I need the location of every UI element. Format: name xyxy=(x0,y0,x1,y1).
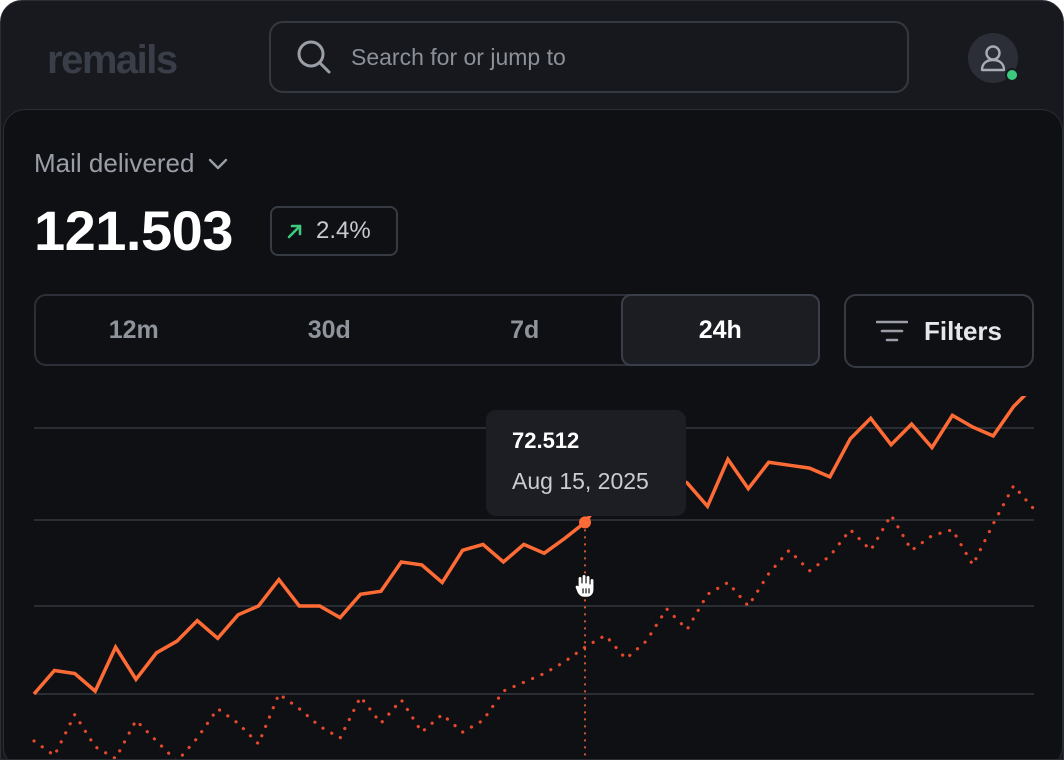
search-icon xyxy=(297,40,331,74)
filter-icon xyxy=(875,320,908,342)
metric-card: Mail delivered 121.503 2.4% 12m 30d 7d 2… xyxy=(3,109,1064,760)
tab-30d[interactable]: 30d xyxy=(307,315,351,344)
tooltip-value: 72.512 xyxy=(512,428,580,453)
series-line-1 xyxy=(32,482,1036,759)
hover-point xyxy=(579,516,592,529)
hand-cursor-icon xyxy=(574,573,595,598)
online-status-dot xyxy=(1005,68,1019,82)
tooltip-date: Aug 15, 2025 xyxy=(512,468,649,494)
user-avatar[interactable] xyxy=(968,33,1019,83)
mail-delivered-chart[interactable] xyxy=(4,396,1064,760)
user-icon xyxy=(980,45,1006,72)
filters-button[interactable]: Filters xyxy=(844,294,1034,368)
metric-selector[interactable]: Mail delivered xyxy=(34,148,228,179)
time-range-tabs: 12m 30d 7d 24h xyxy=(34,294,820,366)
chart-tooltip: 72.512 Aug 15, 2025 xyxy=(486,410,686,516)
tab-24h[interactable]: 24h xyxy=(620,294,820,366)
search-placeholder: Search for or jump to xyxy=(351,43,566,70)
search-bar[interactable]: Search for or jump to xyxy=(269,21,909,93)
change-badge: 2.4% xyxy=(270,206,398,256)
chevron-down-icon xyxy=(209,158,228,169)
series-line-0 xyxy=(32,396,1027,696)
filters-label: Filters xyxy=(923,315,1003,346)
change-value: 2.4% xyxy=(316,217,371,244)
metric-label: Mail delivered xyxy=(34,148,195,178)
remails-logo[interactable]: remails xyxy=(47,38,178,82)
tab-12m[interactable]: 12m xyxy=(108,315,159,344)
tab-7d[interactable]: 7d xyxy=(510,315,540,344)
metric-value: 121.503 xyxy=(34,199,233,262)
arrow-up-right-icon xyxy=(287,224,302,239)
